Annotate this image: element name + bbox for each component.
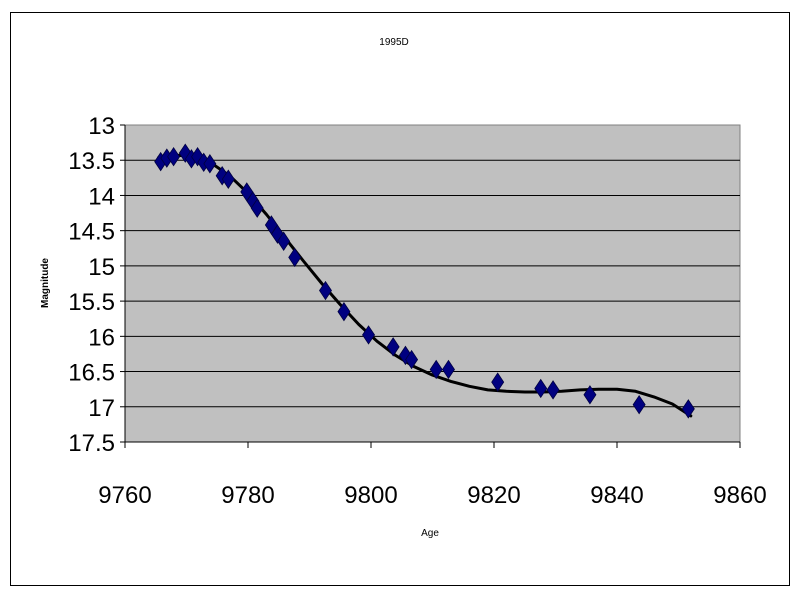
x-axis: 9760 9780 9800 9820 9840 9860 (98, 441, 767, 509)
data-point (250, 198, 264, 218)
x-tick-label: 9780 (221, 482, 274, 509)
data-point (534, 378, 548, 399)
x-tick-label: 9760 (98, 482, 151, 509)
y-tick-label: 13 (88, 113, 115, 140)
data-point (277, 231, 291, 251)
data-point (386, 337, 400, 357)
data-point (583, 385, 597, 405)
y-axis: 13 13.5 14 14.5 15 15.5 16 16.5 17 17.5 (68, 113, 126, 457)
data-point (546, 380, 560, 400)
data-point (632, 394, 646, 415)
y-tick-label: 14 (88, 183, 115, 210)
x-axis-label: Age (421, 528, 439, 539)
y-tick-label: 15 (88, 254, 115, 281)
y-tick-label: 15.5 (68, 289, 115, 316)
data-point (681, 399, 695, 419)
y-tick-label: 16 (88, 324, 115, 351)
data-point (405, 349, 419, 370)
y-tick-label: 14.5 (68, 219, 115, 246)
data-point (221, 169, 235, 189)
y-tick-label: 17.5 (68, 430, 115, 457)
data-point (337, 301, 351, 322)
x-tick-label: 9860 (713, 482, 766, 509)
data-point (203, 154, 217, 174)
data-point (288, 247, 302, 268)
data-point (319, 280, 332, 301)
data-point (362, 325, 376, 345)
x-tick-label: 9800 (344, 482, 397, 509)
y-tick-label: 16.5 (68, 360, 115, 387)
y-axis-label: Magnitude (40, 258, 51, 308)
data-point (442, 359, 455, 380)
y-tick-label: 17 (88, 395, 115, 422)
data-point (491, 372, 505, 392)
data-point (167, 146, 181, 167)
x-tick-label: 9820 (467, 482, 520, 509)
chart-title: 1995D (379, 37, 408, 48)
data-points (154, 143, 695, 419)
data-point (429, 359, 443, 380)
x-tick-label: 9840 (590, 482, 643, 509)
y-tick-label: 13.5 (68, 148, 115, 175)
